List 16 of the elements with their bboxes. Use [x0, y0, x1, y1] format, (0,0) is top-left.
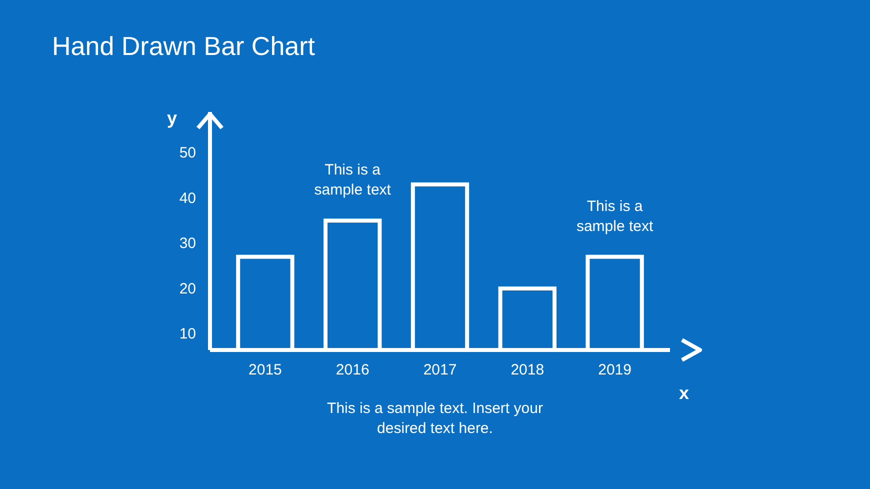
x-tick-label: 2018 [510, 362, 544, 379]
chart-title: Hand Drawn Bar Chart [52, 31, 316, 61]
y-axis-title: y [166, 108, 178, 128]
annotation: This is a sample text [576, 198, 654, 235]
y-tick-label: 50 [179, 144, 196, 162]
x-tick-label: 2019 [598, 362, 632, 379]
x-tick-label: 2016 [336, 362, 370, 379]
y-tick-label: 30 [179, 235, 196, 252]
x-tick-label: 2015 [248, 362, 282, 379]
y-tick-label: 40 [179, 190, 196, 207]
x-tick-label: 2017 [423, 362, 457, 379]
y-tick-label: 20 [179, 280, 196, 298]
x-axis-title: x [678, 383, 690, 403]
text: This is a sample text. Insert your desired text here. [327, 400, 543, 437]
annotation: This is a sample text [314, 162, 392, 199]
y-tick-label: 10 [179, 326, 196, 343]
